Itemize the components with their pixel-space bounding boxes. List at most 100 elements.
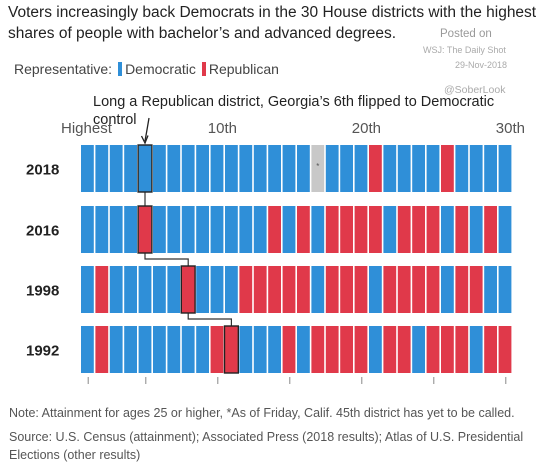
cell-1992-17	[311, 326, 325, 373]
legend-swatch-republican	[201, 62, 206, 76]
cell-2016-25	[426, 206, 440, 253]
cell-1998-16	[297, 266, 310, 313]
x-tick-label-1: Highest	[61, 120, 113, 137]
cell-1998-15	[282, 266, 296, 313]
cell-1992-10	[210, 326, 224, 373]
chart-source: Source: U.S. Census (attainment); Associ…	[9, 430, 524, 462]
cell-2016-6	[153, 206, 166, 253]
cell-2016-1	[81, 206, 94, 253]
cell-2018-9	[196, 145, 209, 192]
cell-1998-27	[455, 266, 469, 313]
cell-1992-26	[441, 326, 454, 373]
cell-2018-4	[124, 145, 137, 192]
cell-2018-10	[210, 145, 224, 192]
cell-2016-4	[124, 206, 137, 253]
annotation-arrow	[144, 117, 150, 142]
cell-1998-5	[138, 266, 152, 313]
cell-1992-14	[268, 326, 281, 373]
legend-swatch-democratic	[118, 62, 123, 76]
cell-2016-15	[282, 206, 296, 253]
cell-1998-6	[153, 266, 166, 313]
chart-note: Note: Attainment for ages 25 or higher, …	[9, 406, 515, 420]
georgia-6th-outline-2016	[137, 205, 153, 254]
cell-1992-20	[354, 326, 368, 373]
cell-1998-13	[253, 266, 267, 313]
cell-2016-21	[369, 206, 382, 253]
cell-2016-28	[469, 206, 483, 253]
cell-1998-2	[95, 266, 109, 313]
cell-1998-19	[340, 266, 353, 313]
watermark-source: WSJ: The Daily Shot	[423, 45, 506, 55]
cell-1992-12	[239, 326, 253, 373]
cell-2018-24	[412, 145, 425, 192]
cell-1998-8	[181, 266, 195, 313]
cell-1998-7	[167, 266, 181, 313]
cell-1992-9	[196, 326, 209, 373]
x-tick-label-30: 30th	[496, 120, 525, 137]
cell-2016-14	[268, 206, 281, 253]
cell-1992-16	[297, 326, 310, 373]
cell-1998-12	[239, 266, 253, 313]
cell-2016-16	[297, 206, 310, 253]
cell-2018-17	[311, 145, 325, 192]
cell-2016-5	[138, 206, 152, 253]
cell-2016-7	[167, 206, 181, 253]
watermark-posted: Posted on	[440, 28, 492, 40]
x-tick-label-10: 10th	[208, 120, 237, 137]
cell-2016-19	[340, 206, 353, 253]
cell-2018-25	[426, 145, 440, 192]
cell-2018-30	[498, 145, 512, 192]
georgia-6th-outline-1992	[223, 325, 240, 374]
cell-1992-3	[109, 326, 123, 373]
cell-1992-24	[412, 326, 425, 373]
cell-2016-23	[397, 206, 411, 253]
cell-1998-4	[124, 266, 137, 313]
cell-2018-2	[95, 145, 109, 192]
chart-plot: * 2018 2016 1998 1992 Highest 10th 20th 30thLong…	[26, 94, 525, 384]
cell-2018-16	[297, 145, 310, 192]
chart-legend: Representative: Democratic Republican	[14, 61, 279, 77]
cell-2016-3	[109, 206, 123, 253]
cell-1992-13	[253, 326, 267, 373]
cell-2018-1	[81, 145, 94, 192]
cell-2018-15	[282, 145, 296, 192]
cell-1992-29	[484, 326, 497, 373]
cell-2018-18	[325, 145, 339, 192]
cell-2016-10	[210, 206, 224, 253]
cell-1998-18	[325, 266, 339, 313]
cell-2018-23	[397, 145, 411, 192]
cell-2016-20	[354, 206, 368, 253]
cell-1998-25	[426, 266, 440, 313]
cell-2016-26	[441, 206, 454, 253]
cell-2016-22	[383, 206, 397, 253]
cell-2018-29	[484, 145, 497, 192]
legend-label: Representative:	[14, 61, 113, 77]
cell-2018-20	[354, 145, 368, 192]
legend-item-republican: Republican	[208, 61, 279, 77]
cell-2018-6	[153, 145, 166, 192]
cell-1992-15	[282, 326, 296, 373]
cell-2018-14	[268, 145, 281, 192]
cell-1998-1	[81, 266, 94, 313]
cell-1992-30	[498, 326, 512, 373]
cell-1992-11	[225, 326, 238, 373]
cell-1992-1	[81, 326, 94, 373]
row-label-2018: 2018	[26, 162, 59, 179]
cell-2016-9	[196, 206, 209, 253]
cell-1992-28	[469, 326, 483, 373]
row-label-1992: 1992	[26, 343, 59, 360]
cell-2016-8	[181, 206, 195, 253]
cell-1992-22	[383, 326, 397, 373]
cell-1998-24	[412, 266, 425, 313]
georgia-6th-outline-1998	[180, 265, 196, 314]
cell-2016-29	[484, 206, 497, 253]
cell-2016-12	[239, 206, 253, 253]
cell-2016-24	[412, 206, 425, 253]
cell-2018-7	[167, 145, 181, 192]
cell-2018-19	[340, 145, 353, 192]
cell-1998-26	[441, 266, 454, 313]
cell-1992-23	[397, 326, 411, 373]
cell-1992-25	[426, 326, 440, 373]
cell-2018-27	[455, 145, 469, 192]
cell-1992-18	[325, 326, 339, 373]
